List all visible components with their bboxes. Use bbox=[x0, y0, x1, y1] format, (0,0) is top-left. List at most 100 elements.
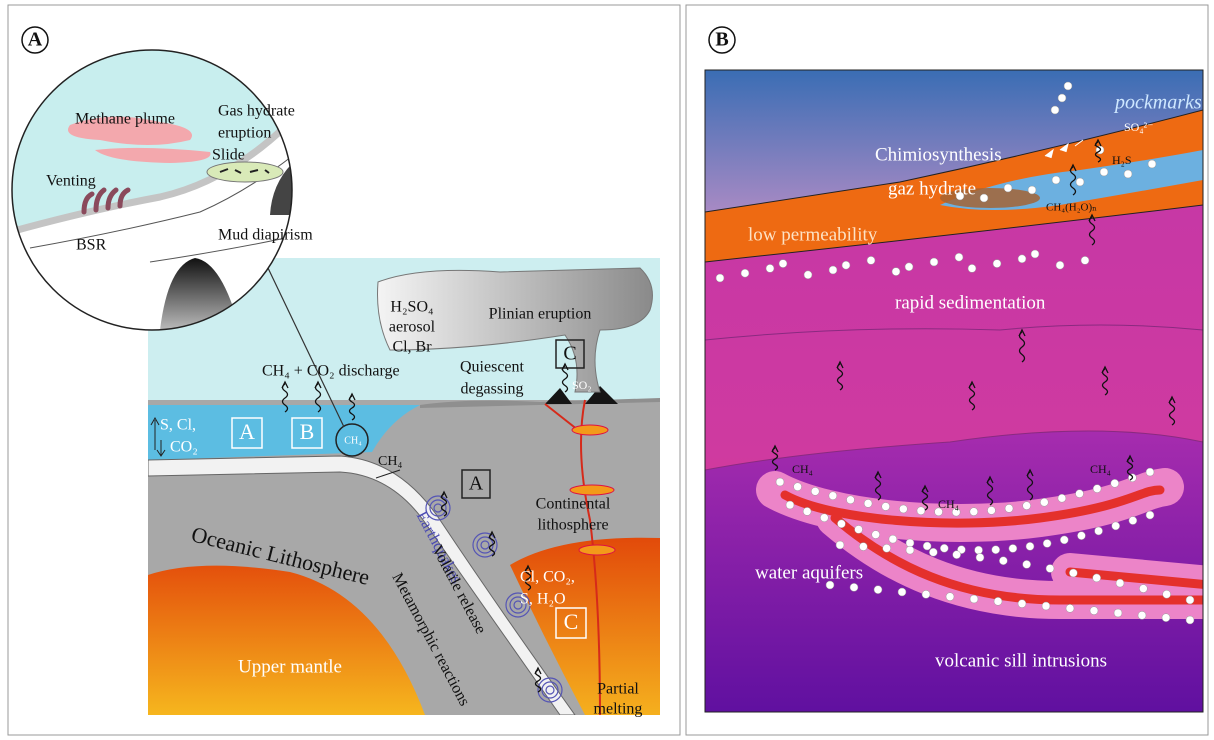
page-body: A B A B A C C H₂SO₄ aerosol Cl, Br Plini… bbox=[0, 0, 1214, 740]
bubble bbox=[766, 264, 774, 272]
bubble bbox=[1052, 176, 1060, 184]
bubble bbox=[1046, 564, 1054, 572]
label: low permeability bbox=[748, 224, 878, 245]
bubble bbox=[846, 496, 854, 504]
label: Upper mantle bbox=[238, 656, 342, 677]
page: Subduction degassing and sill-induced me… bbox=[0, 0, 1214, 740]
box-label: A bbox=[469, 473, 484, 495]
label: Venting bbox=[46, 173, 96, 190]
bubble bbox=[976, 553, 984, 561]
label: CH₄ bbox=[938, 497, 959, 511]
bubble bbox=[1076, 490, 1084, 498]
label: CH₄ bbox=[378, 454, 402, 469]
box-label: C bbox=[564, 609, 579, 634]
bubble bbox=[716, 274, 724, 282]
bubble bbox=[804, 271, 812, 279]
bubble bbox=[1023, 560, 1031, 568]
bubble bbox=[779, 260, 787, 268]
bubble bbox=[1111, 479, 1119, 487]
bubble bbox=[1023, 502, 1031, 510]
label: S, H₂O bbox=[520, 591, 566, 608]
bubble bbox=[855, 525, 863, 533]
label: eruption bbox=[218, 125, 271, 142]
bubble bbox=[905, 263, 913, 271]
bubble bbox=[859, 543, 867, 551]
bubble bbox=[1028, 186, 1036, 194]
bubble bbox=[1056, 261, 1064, 269]
label: SO₂ bbox=[572, 378, 592, 392]
bubble bbox=[1186, 596, 1194, 604]
bubble bbox=[968, 264, 976, 272]
bubble bbox=[1058, 494, 1066, 502]
label: Gas hydrate bbox=[218, 103, 295, 120]
label: S, Cl, bbox=[160, 417, 196, 434]
bubble bbox=[940, 544, 948, 552]
bubble bbox=[1026, 542, 1034, 550]
label: aerosol bbox=[389, 319, 436, 336]
bubble bbox=[1018, 255, 1026, 263]
bubble bbox=[917, 507, 925, 515]
bubble bbox=[1042, 602, 1050, 610]
bubble bbox=[836, 541, 844, 549]
magma-chamber bbox=[572, 425, 608, 435]
label: Cl, CO₂, bbox=[520, 569, 575, 586]
label: water aquifers bbox=[755, 562, 863, 583]
bubble bbox=[1186, 616, 1194, 624]
bubble bbox=[883, 544, 891, 552]
bubble bbox=[1124, 170, 1132, 178]
bubble bbox=[1146, 468, 1154, 476]
bubble bbox=[829, 266, 837, 274]
bubble bbox=[999, 557, 1007, 565]
bubble bbox=[980, 194, 988, 202]
bubble bbox=[898, 588, 906, 596]
bubble bbox=[892, 268, 900, 276]
bubble bbox=[1031, 250, 1039, 258]
figure: A B A B A C C H₂SO₄ aerosol Cl, Br Plini… bbox=[0, 0, 1214, 740]
bubble bbox=[1129, 517, 1137, 525]
label: CH₄ bbox=[1090, 462, 1111, 476]
bubble bbox=[741, 269, 749, 277]
label: CH₄ bbox=[792, 462, 813, 476]
bubble bbox=[1040, 498, 1048, 506]
box-label: C bbox=[563, 343, 576, 365]
bubble bbox=[987, 506, 995, 514]
bubble bbox=[1051, 106, 1059, 114]
bubble bbox=[889, 535, 897, 543]
magma-chamber bbox=[579, 545, 615, 555]
bubble bbox=[1069, 569, 1077, 577]
label: BSR bbox=[76, 237, 107, 254]
magma-chamber bbox=[570, 485, 614, 495]
label: CO₂ bbox=[170, 439, 198, 456]
bubble bbox=[867, 256, 875, 264]
sediment-diagram bbox=[705, 70, 1210, 712]
label: rapid sedimentation bbox=[895, 292, 1046, 313]
panel-label: A bbox=[28, 29, 43, 51]
bubble bbox=[864, 499, 872, 507]
label: H₂SO₄ bbox=[390, 299, 434, 316]
label: H₂S bbox=[1112, 153, 1132, 167]
bubble bbox=[1058, 94, 1066, 102]
bubble bbox=[1116, 579, 1124, 587]
bubble bbox=[994, 597, 1002, 605]
label: volcanic sill intrusions bbox=[935, 650, 1107, 671]
bubble bbox=[1066, 604, 1074, 612]
bubble bbox=[930, 258, 938, 266]
bubble bbox=[794, 483, 802, 491]
label: CH₄ + CO₂ discharge bbox=[262, 363, 400, 380]
box-label: B bbox=[300, 419, 315, 444]
bubble bbox=[811, 487, 819, 495]
bubble bbox=[1093, 574, 1101, 582]
bubble bbox=[850, 583, 858, 591]
label: CH₄(H₂O)ₙ bbox=[1046, 202, 1097, 214]
bubble bbox=[1005, 504, 1013, 512]
bubble bbox=[993, 260, 1001, 268]
bubble bbox=[1146, 511, 1154, 519]
bubble bbox=[1090, 607, 1098, 615]
label: SO₄²⁻ bbox=[1124, 120, 1153, 134]
label: gaz hydrate bbox=[888, 178, 976, 199]
bubble bbox=[874, 586, 882, 594]
bubble bbox=[899, 505, 907, 513]
label: CH₄ bbox=[344, 435, 362, 446]
bubble bbox=[970, 508, 978, 516]
label: Mud diapirism bbox=[218, 227, 313, 244]
